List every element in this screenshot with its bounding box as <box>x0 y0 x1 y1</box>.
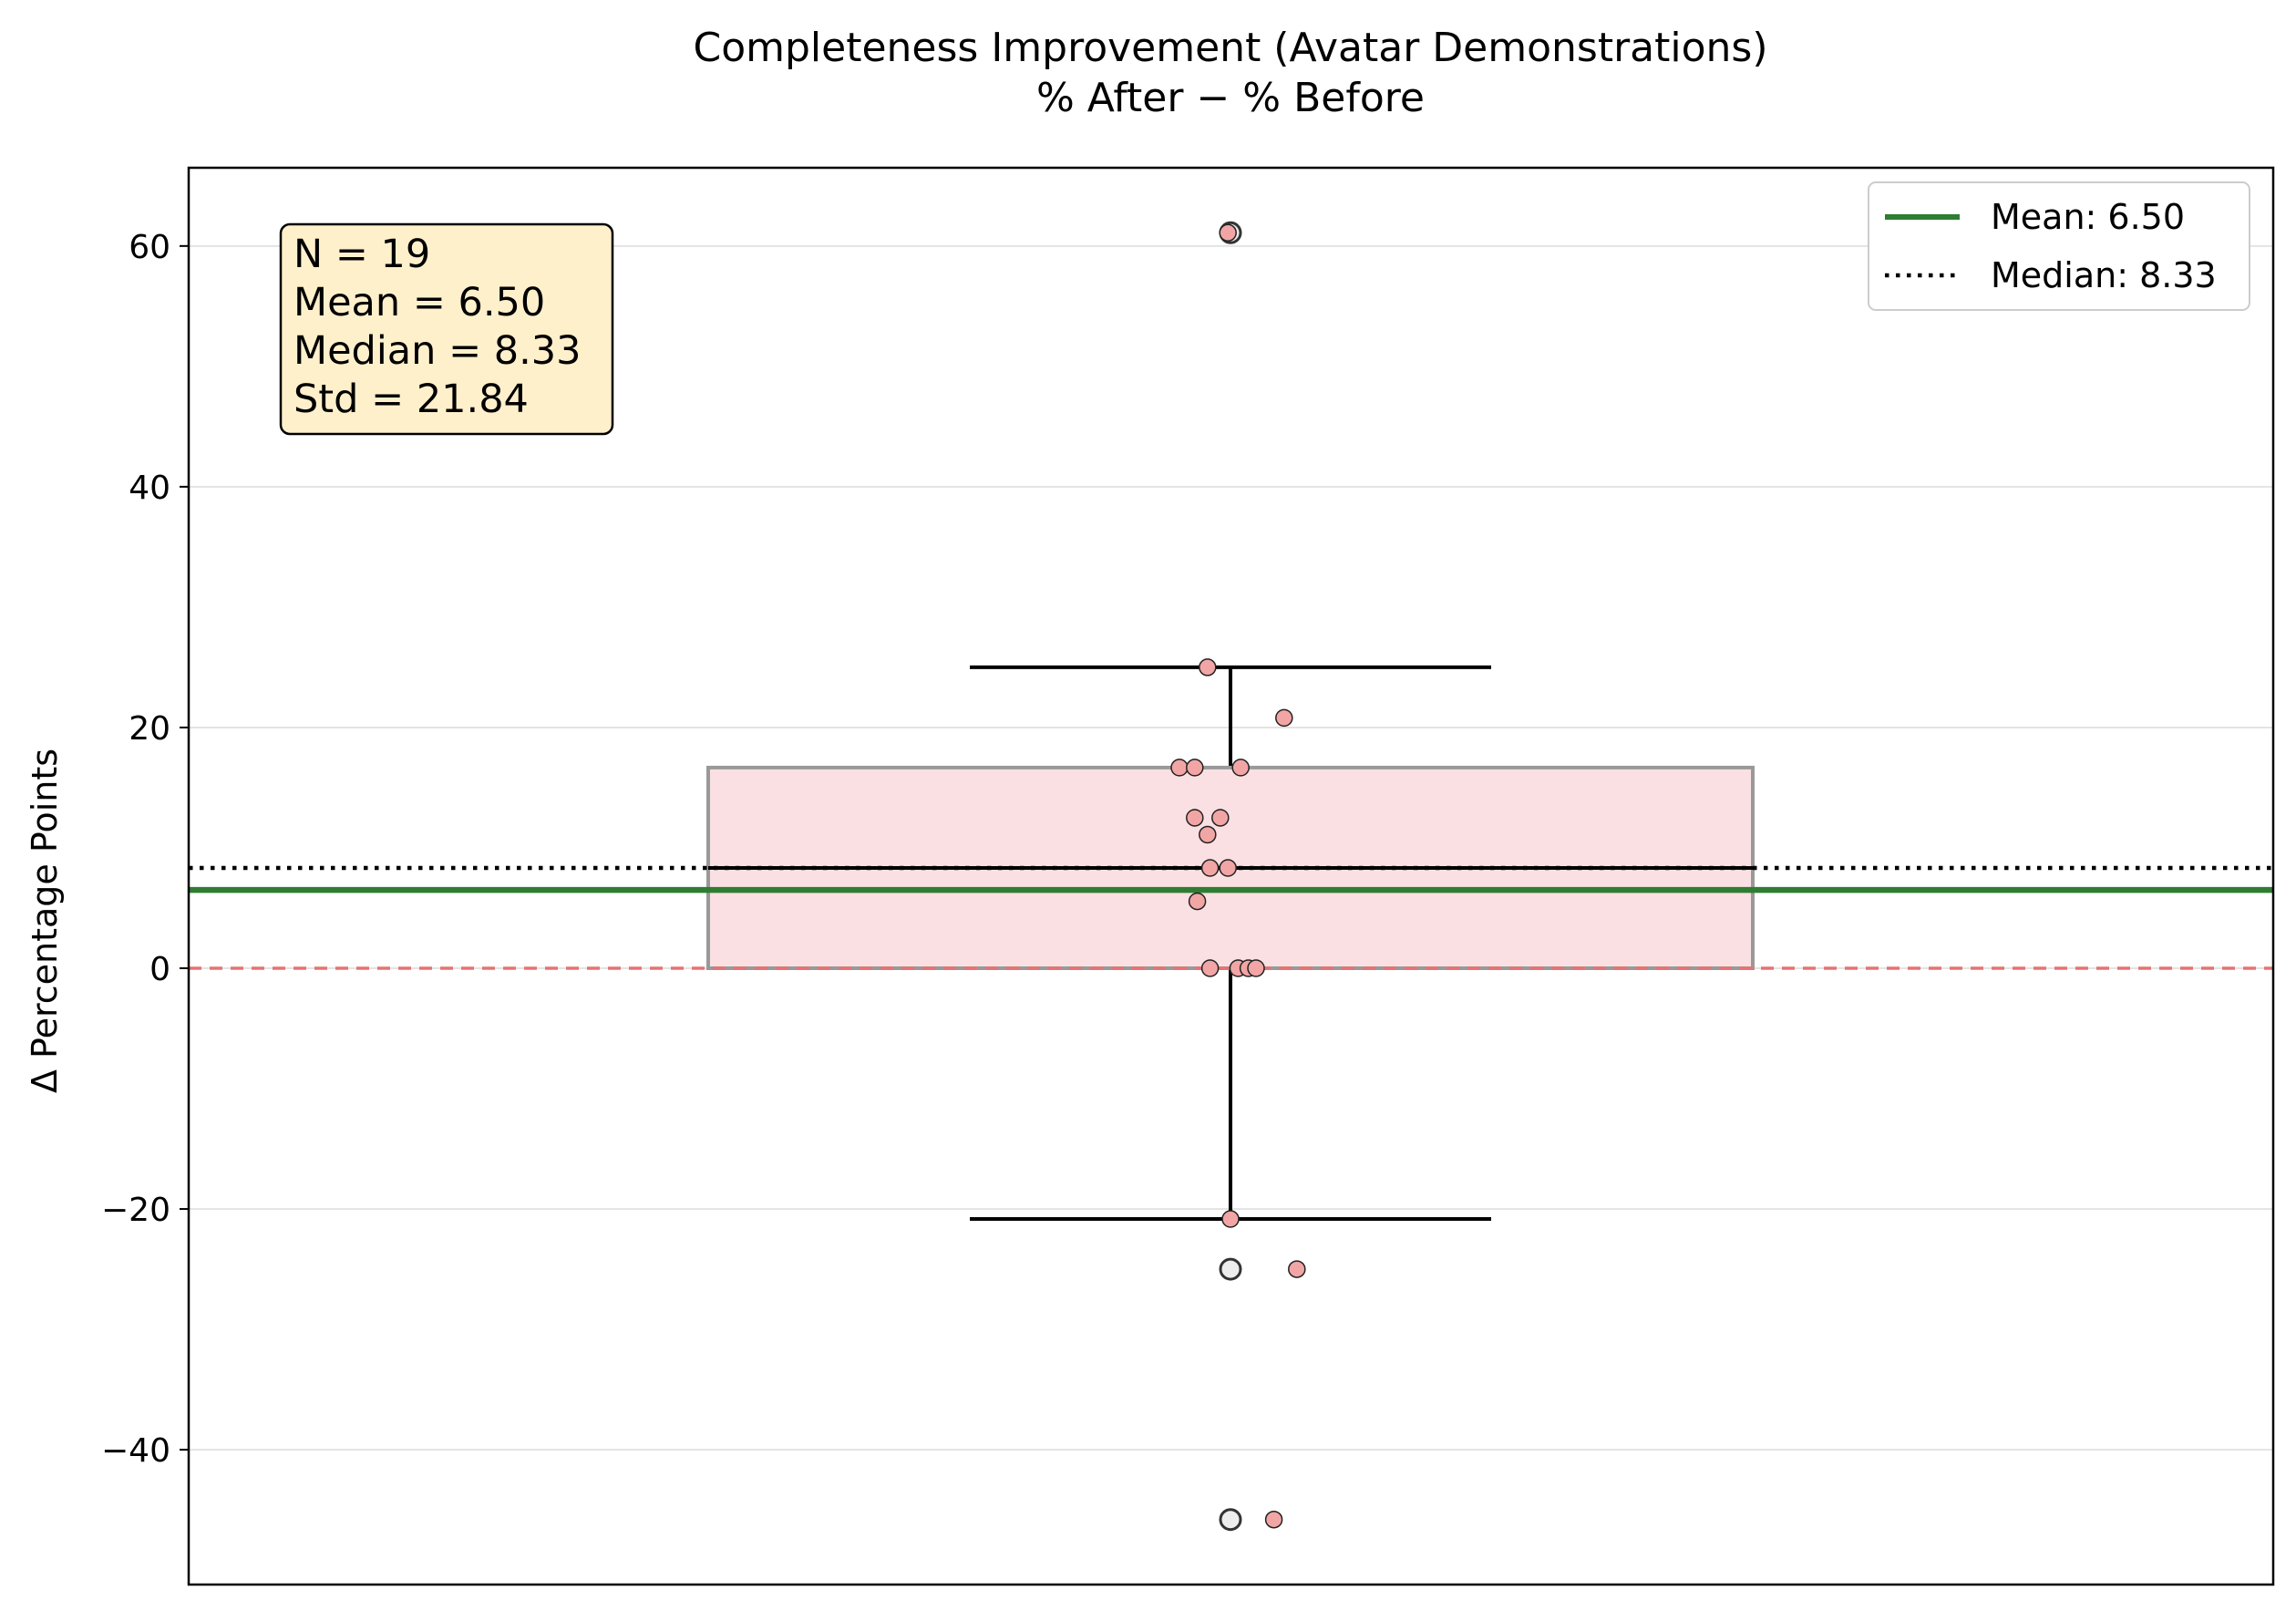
y-tick-label: 0 <box>149 951 170 988</box>
data-point <box>1200 859 1220 877</box>
chart-title: Completeness Improvement (Avatar Demonst… <box>693 25 1767 71</box>
stats-line: Std = 21.84 <box>293 377 529 422</box>
data-point <box>1170 759 1189 777</box>
legend-median-label: Median: 8.33 <box>1991 255 2217 295</box>
y-tick-label: −20 <box>101 1192 170 1229</box>
outlier-marker <box>1219 1508 1242 1532</box>
stats-line: Median = 8.33 <box>293 328 582 374</box>
data-point <box>1188 892 1207 911</box>
data-point <box>1221 1210 1240 1228</box>
stats-line: N = 19 <box>293 232 430 277</box>
data-point <box>1219 859 1237 877</box>
y-axis-label: Δ Percentage Points <box>25 749 65 1093</box>
plot-frame <box>187 166 2275 1586</box>
outlier-marker <box>1219 1257 1242 1281</box>
legend: Mean: 6.50 Median: 8.33 <box>1868 181 2250 311</box>
data-point <box>1211 809 1230 827</box>
y-tick-label: 20 <box>129 710 170 748</box>
data-point <box>1288 1260 1306 1278</box>
legend-mean-label: Mean: 6.50 <box>1991 197 2185 237</box>
y-tick-label: 60 <box>129 229 170 266</box>
data-point <box>1186 809 1204 827</box>
y-tick-label: 40 <box>129 470 170 507</box>
stats-box: N = 19 Mean = 6.50 Median = 8.33 Std = 2… <box>279 222 614 436</box>
data-point <box>1219 223 1237 243</box>
data-point <box>1275 708 1293 728</box>
data-point <box>1264 1510 1283 1529</box>
chart-subtitle: % After − % Before <box>1036 75 1425 121</box>
y-tick-label: −40 <box>101 1432 170 1470</box>
data-point <box>1199 825 1217 844</box>
data-point <box>1199 658 1217 676</box>
stats-line: Mean = 6.50 <box>293 280 545 325</box>
data-points <box>1170 223 1306 1529</box>
data-point <box>1231 759 1250 777</box>
data-point <box>1200 959 1220 977</box>
data-point <box>1247 959 1265 977</box>
data-point <box>1186 759 1204 777</box>
y-axis-ticks: −40 −20 0 20 40 60 <box>101 229 189 1470</box>
